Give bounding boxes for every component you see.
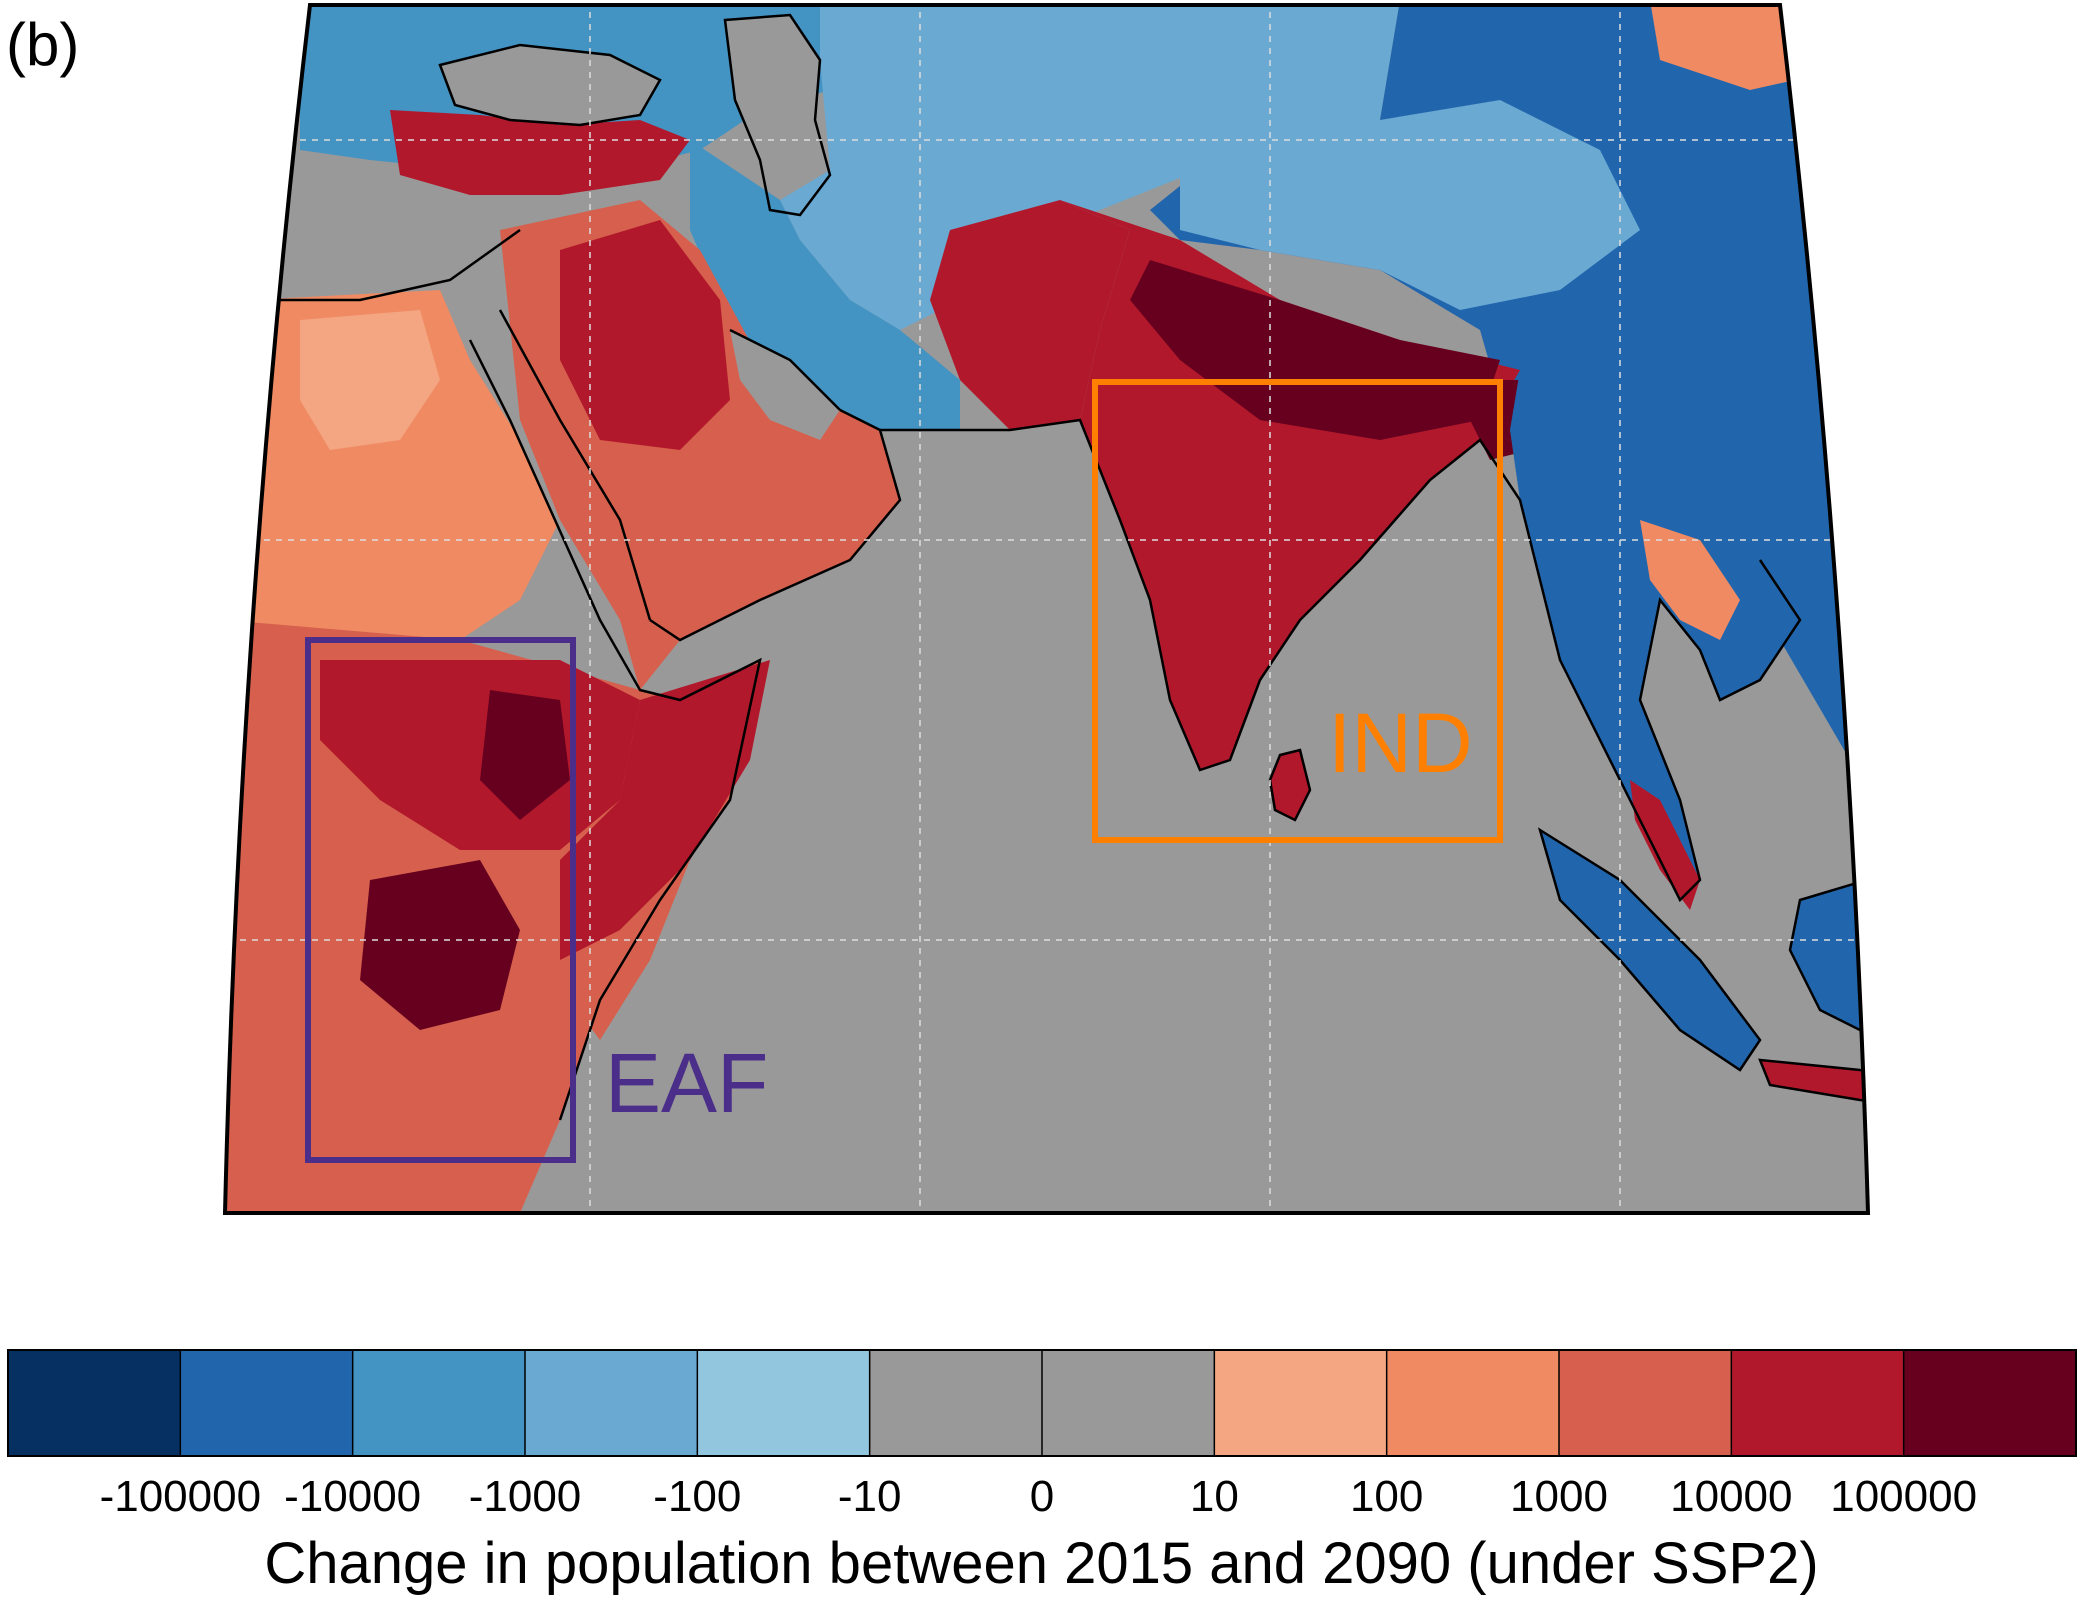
colorbar-tick-label: 1000 xyxy=(1510,1472,1608,1521)
eaf-label: EAF xyxy=(605,1036,768,1130)
colorbar-tick-label: 10 xyxy=(1189,1472,1239,1521)
colorbar-tick-label: -10000 xyxy=(284,1472,422,1521)
sahara-light xyxy=(300,310,440,450)
india-north-dark xyxy=(1130,260,1500,440)
colorbar-tick-label: -100000 xyxy=(99,1472,262,1521)
colorbar-segment xyxy=(1214,1350,1388,1456)
java-land xyxy=(1760,1060,1868,1110)
colorbar-segment xyxy=(8,1350,181,1456)
colorbar-frame xyxy=(7,1349,2077,1457)
thailand-land xyxy=(1640,520,1740,640)
map-frame xyxy=(222,3,1871,1215)
sri-lanka-land xyxy=(1270,750,1310,820)
mediterranean-sea xyxy=(280,180,520,300)
colorbar-segment xyxy=(180,1350,354,1456)
colorbar-segment xyxy=(1042,1350,1215,1456)
malay-peninsula xyxy=(1630,780,1700,910)
persian-gulf xyxy=(730,330,840,440)
colorbar-tick-label: 100 xyxy=(1349,1472,1424,1521)
colorbar-tick-label: 100000 xyxy=(1830,1472,1978,1521)
graticule xyxy=(225,5,1860,1213)
colorbar-segment xyxy=(1903,1350,2077,1456)
colorbar-tick-label: -1000 xyxy=(468,1472,582,1521)
colorbar-segment xyxy=(525,1350,698,1456)
sumatra-land xyxy=(1540,830,1760,1070)
colorbar-segment xyxy=(352,1350,526,1456)
borneo-land xyxy=(1790,870,1868,1040)
southeast-asia-land xyxy=(1510,370,1800,900)
colorbar-tick-label: -100 xyxy=(653,1472,742,1521)
ind-label: IND xyxy=(1328,696,1473,790)
colorbar-segment xyxy=(697,1350,871,1456)
pakistan-land xyxy=(930,200,1130,430)
caspian-sea xyxy=(725,15,830,215)
central-asia-land xyxy=(780,5,1400,330)
panel-label: (b) xyxy=(6,11,80,78)
ind-region-box xyxy=(1092,379,1503,843)
black-sea xyxy=(440,45,660,125)
colorbar-title: Change in population between 2015 and 20… xyxy=(264,1531,1819,1596)
iran-land xyxy=(690,140,960,430)
colorbar-segment xyxy=(1731,1350,1905,1456)
colorbar-tick-label: -10 xyxy=(837,1472,902,1521)
colorbar-segment xyxy=(869,1350,1043,1456)
colorbar-segment xyxy=(1386,1350,1560,1456)
horn-africa-land xyxy=(560,660,770,960)
arabia-core xyxy=(560,220,730,450)
colorbar-tick-label: 0 xyxy=(1029,1472,1055,1521)
lake-victoria-region xyxy=(360,860,520,1030)
colorbar-tick-label: 10000 xyxy=(1670,1472,1793,1521)
eaf-region-box xyxy=(305,637,576,1163)
tibet-land xyxy=(1180,100,1640,310)
colorbar-segment xyxy=(1559,1350,1732,1456)
gulf-of-thailand xyxy=(1700,700,1780,820)
ethiopia-dark xyxy=(480,690,570,820)
colorbar xyxy=(7,1349,2077,1457)
turkey-land xyxy=(390,110,690,195)
